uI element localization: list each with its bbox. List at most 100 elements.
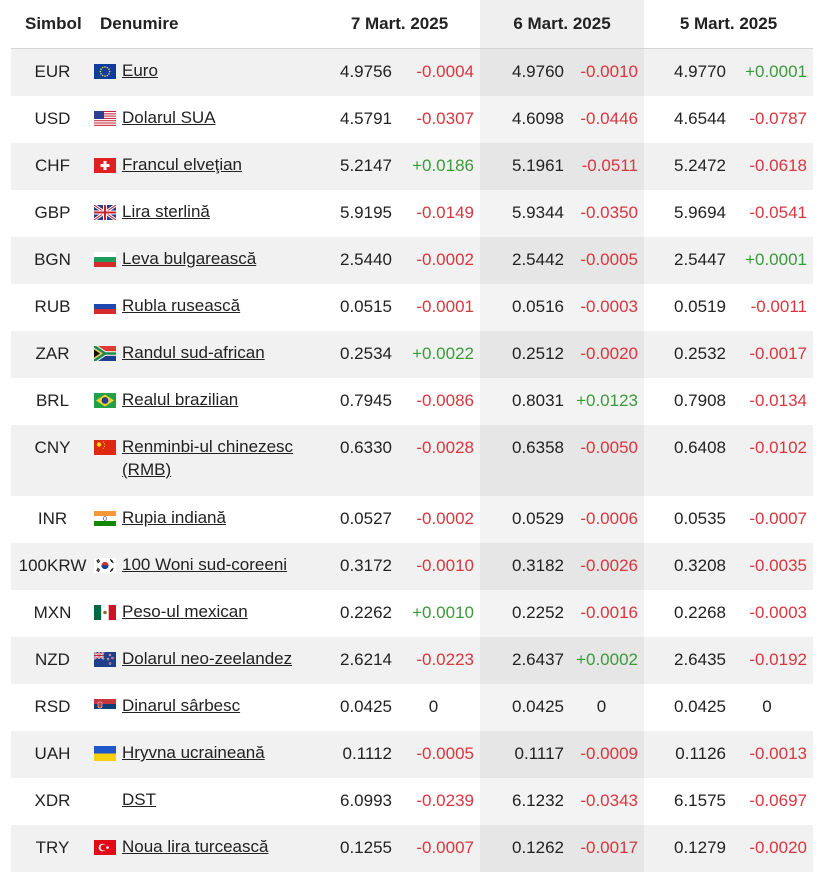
currency-name-link[interactable]: 100 Woni sud-coreeni [122, 553, 287, 576]
change-date-1: -0.0307 [392, 96, 480, 143]
no-flag-icon [94, 793, 116, 808]
rate-date-3: 0.1279 [644, 825, 726, 872]
currency-name-cell: 100 Woni sud-coreeni [94, 543, 319, 590]
br-flag-icon [94, 393, 116, 408]
currency-name-link[interactable]: Renminbi-ul chinezesc (RMB) [122, 435, 318, 481]
currency-name-link[interactable]: Leva bulgarească [122, 247, 256, 270]
rate-date-1: 2.6214 [319, 637, 392, 684]
currency-name-link[interactable]: Hryvna ucraineană [122, 741, 265, 764]
change-date-2: -0.0009 [564, 731, 644, 778]
currency-name-link[interactable]: Dolarul neo-zeelandez [122, 647, 292, 670]
change-date-3: -0.0102 [726, 425, 813, 496]
rate-date-1: 4.5791 [319, 96, 392, 143]
change-date-2: -0.0050 [564, 425, 644, 496]
change-date-1: -0.0005 [392, 731, 480, 778]
currency-name-link[interactable]: Euro [122, 59, 158, 82]
currency-name-cell: Dolarul neo-zeelandez [94, 637, 319, 684]
currency-name-cell: Euro [94, 49, 319, 97]
change-date-1: -0.0239 [392, 778, 480, 825]
currency-symbol: MXN [11, 590, 94, 637]
rate-date-2: 0.1262 [480, 825, 564, 872]
currency-name-cell: Rupia indiană [94, 496, 319, 543]
rate-date-3: 0.3208 [644, 543, 726, 590]
nz-flag-icon [94, 652, 116, 667]
currency-name-link[interactable]: Noua lira turcească [122, 835, 268, 858]
currency-name-cell: DST [94, 778, 319, 825]
change-date-3: +0.0001 [726, 237, 813, 284]
currency-name-link[interactable]: Realul brazilian [122, 388, 238, 411]
change-date-3: -0.0035 [726, 543, 813, 590]
rate-date-3: 0.0519 [644, 284, 726, 331]
header-name: Denumire [94, 0, 319, 49]
rate-date-1: 0.0515 [319, 284, 392, 331]
currency-name-link[interactable]: Rubla rusească [122, 294, 240, 317]
currency-name-link[interactable]: Peso-ul mexican [122, 600, 248, 623]
currency-name-link[interactable]: DST [122, 788, 156, 811]
currency-name-link[interactable]: Rupia indiană [122, 506, 226, 529]
rate-date-1: 0.6330 [319, 425, 392, 496]
change-date-1: -0.0010 [392, 543, 480, 590]
change-date-3: -0.0787 [726, 96, 813, 143]
change-date-2: -0.0020 [564, 331, 644, 378]
currency-symbol: CHF [11, 143, 94, 190]
rate-date-3: 0.7908 [644, 378, 726, 425]
in-flag-icon [94, 511, 116, 526]
rate-date-1: 0.2534 [319, 331, 392, 378]
ch-flag-icon [94, 158, 116, 173]
rate-date-2: 0.2512 [480, 331, 564, 378]
change-date-1: +0.0010 [392, 590, 480, 637]
currency-name-cell: Renminbi-ul chinezesc (RMB) [94, 425, 319, 496]
change-date-1: -0.0007 [392, 825, 480, 872]
change-date-3: +0.0001 [726, 49, 813, 97]
change-date-2: -0.0010 [564, 49, 644, 97]
rate-date-3: 0.1126 [644, 731, 726, 778]
currency-symbol: ZAR [11, 331, 94, 378]
rate-date-3: 5.9694 [644, 190, 726, 237]
change-date-3: -0.0020 [726, 825, 813, 872]
change-date-2: -0.0016 [564, 590, 644, 637]
exchange-rate-table: Simbol Denumire 7 Mart. 2025 6 Mart. 202… [11, 0, 813, 872]
change-date-3: -0.0013 [726, 731, 813, 778]
change-date-2: -0.0005 [564, 237, 644, 284]
rate-date-2: 0.6358 [480, 425, 564, 496]
rate-date-2: 5.9344 [480, 190, 564, 237]
change-date-1: -0.0028 [392, 425, 480, 496]
currency-name-link[interactable]: Dolarul SUA [122, 106, 216, 129]
change-date-2: +0.0123 [564, 378, 644, 425]
change-date-2: -0.0446 [564, 96, 644, 143]
gb-flag-icon [94, 205, 116, 220]
rate-date-2: 0.1117 [480, 731, 564, 778]
currency-name-link[interactable]: Randul sud-african [122, 341, 265, 364]
rate-date-1: 0.1255 [319, 825, 392, 872]
rate-date-2: 5.1961 [480, 143, 564, 190]
rate-date-1: 6.0993 [319, 778, 392, 825]
change-date-1: -0.0002 [392, 237, 480, 284]
change-date-1: -0.0086 [392, 378, 480, 425]
rate-date-2: 4.9760 [480, 49, 564, 97]
change-date-2: -0.0343 [564, 778, 644, 825]
change-date-3: -0.0011 [726, 284, 813, 331]
cn-flag-icon [94, 440, 116, 455]
rate-date-1: 0.0527 [319, 496, 392, 543]
change-date-1: +0.0022 [392, 331, 480, 378]
currency-name-cell: Dinarul sârbesc [94, 684, 319, 731]
change-date-1: 0 [392, 684, 480, 731]
currency-name-link[interactable]: Dinarul sârbesc [122, 694, 240, 717]
rate-date-1: 0.2262 [319, 590, 392, 637]
header-date-3: 5 Mart. 2025 [644, 0, 813, 49]
currency-name-link[interactable]: Lira sterlină [122, 200, 210, 223]
rate-date-1: 0.7945 [319, 378, 392, 425]
currency-name-link[interactable]: Francul elveţian [122, 153, 242, 176]
currency-symbol: RSD [11, 684, 94, 731]
rate-date-1: 0.1112 [319, 731, 392, 778]
us-flag-icon [94, 111, 116, 126]
change-date-3: -0.0541 [726, 190, 813, 237]
